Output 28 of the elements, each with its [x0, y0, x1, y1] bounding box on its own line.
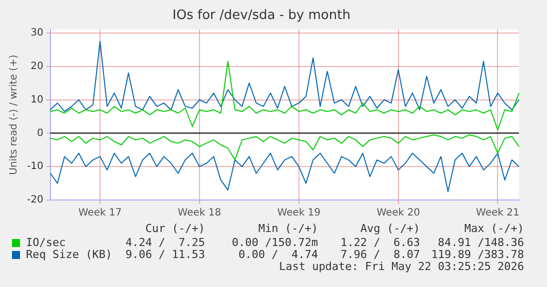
text: 0.00 /150.72m: [230, 236, 318, 249]
y-tick-label: 20: [30, 60, 44, 72]
y-tick-label: 10: [30, 94, 44, 106]
text: 1.22 / 6.63: [340, 236, 420, 249]
y-tick-label: -20: [26, 194, 44, 206]
y-axis-title: Units read (-) / write (+): [8, 54, 20, 175]
x-tick-label: Week 17: [78, 208, 122, 219]
text: Last update: Fri May 22 03:25:25 2026: [278, 260, 524, 273]
text: Cur (-/+): [144, 222, 205, 235]
text: Min (-/+): [257, 222, 318, 235]
y-tick-label: 30: [30, 28, 44, 39]
text: Max (-/+): [464, 222, 524, 235]
x-tick-label: Week 20: [376, 208, 420, 219]
y-tick-label: 0: [36, 128, 44, 139]
x-tick-label: Week 21: [476, 208, 520, 219]
text: 7.96 / 8.07: [340, 248, 420, 261]
x-tick-label: Week 18: [178, 208, 222, 219]
chart-title: IOs for /dev/sda - by month: [172, 8, 350, 24]
legend-label: IO/sec: [26, 236, 66, 249]
text: 4.24 / 7.25: [124, 236, 205, 249]
legend-label: Req Size (KB): [26, 248, 112, 261]
y-tick-label: -10: [26, 161, 44, 172]
text: 9.06 / 11.53: [126, 248, 205, 261]
text: Avg (-/+): [360, 222, 420, 235]
x-tick-label: Week 19: [277, 208, 321, 219]
text: 0.00 / 4.74: [238, 248, 318, 261]
text: 119.89 /383.78: [431, 248, 524, 261]
text: 84.91 /148.36: [438, 236, 524, 249]
